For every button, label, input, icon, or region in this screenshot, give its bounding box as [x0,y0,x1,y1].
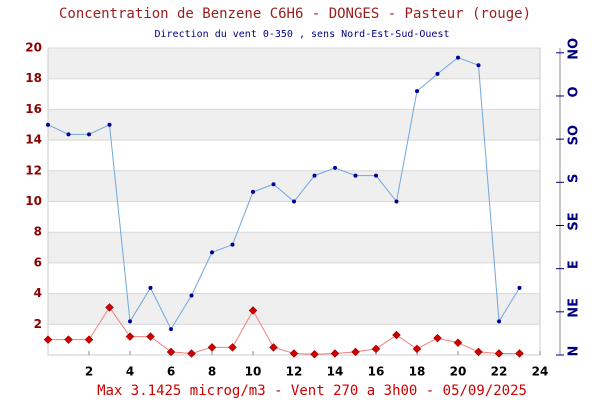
marker [43,335,53,345]
marker [351,347,360,357]
chart-subtitle: Direction du vent 0-350 , sens Nord-Est-… [154,29,449,40]
y-tick-label: 18 [25,71,42,85]
y-tick-label: 2 [34,317,42,331]
x-tick-label: 12 [286,365,303,379]
marker [292,199,296,204]
footer: Max 3.1425 microg/m3 - Vent 270 a 3h00 -… [97,383,527,399]
y2-tick-label: NE [567,298,582,318]
marker [248,306,258,315]
marker [64,335,73,345]
y-tick-label: 20 [25,41,42,55]
x-tick-label: 24 [532,365,549,379]
series-line [47,57,520,331]
marker [66,132,71,137]
x-tick-label: 18 [409,365,426,379]
marker [84,335,94,345]
marker [310,349,319,359]
marker [456,55,460,60]
marker [169,327,173,332]
y2-tick-label: O [567,86,582,97]
y2-tick-label: SO [567,125,582,145]
marker [374,173,378,178]
marker [394,199,399,204]
y-tick-label: 16 [25,102,42,116]
marker [353,173,358,178]
bands [48,48,540,325]
marker [207,342,217,352]
marker [371,344,381,354]
marker [497,319,501,324]
marker [46,122,50,127]
marker [515,349,524,358]
marker [392,330,401,340]
y-tick-label: 14 [25,133,42,147]
y2-tick-label: E [567,260,582,269]
marker [312,173,317,178]
marker [415,89,419,94]
y-tick-label: 6 [34,255,42,269]
marker [433,333,442,343]
marker [269,342,278,352]
band [48,48,540,79]
marker [230,242,235,247]
marker [148,285,153,290]
marker [333,165,337,170]
marker [476,63,481,68]
y2-tick-label: NO [567,38,582,60]
marker [125,332,135,341]
band [48,109,540,141]
band [48,232,540,263]
x-tick-label: 14 [327,365,344,379]
y2-tick-label: SE [567,212,582,230]
band [48,293,540,325]
marker [146,332,155,341]
marker [435,71,440,76]
x-tick-label: 4 [126,365,134,379]
x-tick-label: 16 [368,365,385,379]
x-tick-label: 22 [491,365,508,379]
y-tick-label: 12 [25,163,42,177]
y-tick-label: 10 [25,194,42,208]
marker [271,182,276,187]
x-tick-label: 6 [167,365,175,379]
marker [210,250,214,255]
chart-title: Concentration de Benzene C6H6 - DONGES -… [59,6,531,22]
marker [474,347,483,357]
marker [87,132,91,137]
marker [105,303,114,312]
marker [187,349,196,358]
marker [494,349,504,358]
marker [453,338,463,348]
marker [107,122,112,127]
y-tick-label: 4 [34,286,42,300]
y2-tick-label: N [567,346,582,357]
y-tick-label: 8 [34,225,42,239]
marker [189,293,194,298]
marker [330,349,340,358]
marker [517,285,522,290]
marker [128,319,132,324]
marker [251,189,255,194]
x-tick-label: 20 [450,365,467,379]
marker [289,349,299,358]
band [48,170,540,202]
marker [166,347,176,357]
y2-tick-label: S [567,174,582,183]
marker [228,342,237,352]
x-tick-label: 8 [208,365,216,379]
x-tick-label: 10 [245,365,262,379]
x-tick-label: 2 [85,365,93,379]
marker [412,344,422,354]
